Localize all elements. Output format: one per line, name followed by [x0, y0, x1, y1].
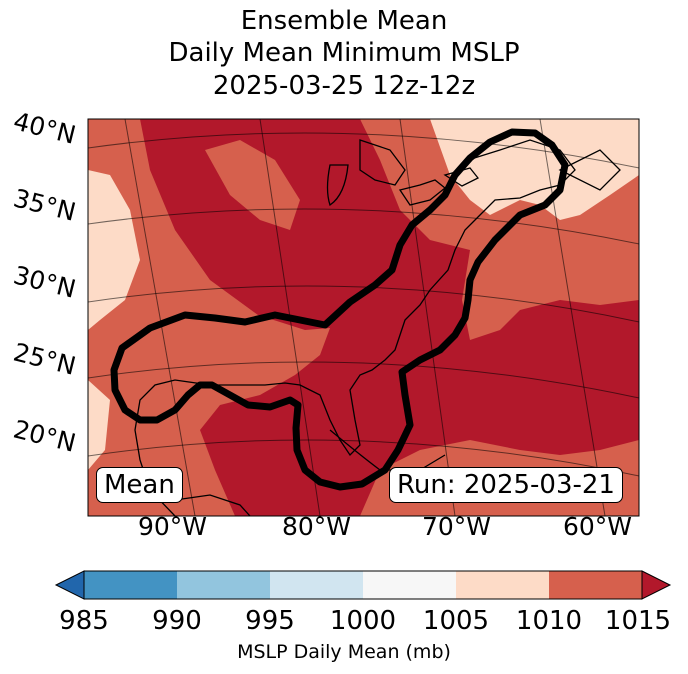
colorbar-frame [83, 570, 643, 600]
colorbar-tick-1015: 1015 [604, 606, 672, 636]
colorbar-extend-high [641, 570, 672, 600]
colorbar-extend-low [54, 570, 85, 600]
colorbar-segment-990-995 [177, 571, 270, 599]
colorbar-tick-990: 990 [152, 606, 202, 636]
band-1005-1010-north [205, 140, 300, 230]
colorbar-tick-1005: 1005 [422, 606, 490, 636]
colorbar-tick-1010: 1010 [515, 606, 583, 636]
colorbar-tick-1000: 1000 [329, 606, 397, 636]
lon-label-60w: 60°W [563, 512, 633, 541]
lon-label-70w: 70°W [422, 512, 492, 541]
colorbar-tick-985: 985 [59, 606, 109, 636]
lon-label-90w: 90°W [138, 512, 208, 541]
colorbar-segment-1010-1015 [549, 571, 642, 599]
colorbar-segment-995-1000 [270, 571, 363, 599]
map-frame [87, 118, 640, 517]
mean-label-box: Mean [96, 467, 183, 503]
run-date-label-box: Run: 2025-03-21 [389, 467, 623, 503]
colorbar [54, 570, 672, 600]
band-1000-1005-west [88, 170, 140, 330]
pressure-field [88, 119, 639, 516]
contour-1010-line [110, 128, 569, 491]
colorbar-segment-1000-1005 [363, 571, 456, 599]
lon-label-80w: 80°W [282, 512, 352, 541]
colorbar-tick-995: 995 [245, 606, 295, 636]
colorbar-segment-985-990 [84, 571, 177, 599]
title-line-1: Ensemble Mean [240, 6, 448, 36]
band-1000-1005-southwest [88, 380, 110, 470]
title-line-3: 2025-03-25 12z-12z [212, 71, 476, 101]
colorbar-label: MSLP Daily Mean (mb) [237, 641, 451, 663]
colorbar-segment-1005-1010 [456, 571, 549, 599]
title-line-2: Daily Mean Minimum MSLP [168, 38, 520, 68]
